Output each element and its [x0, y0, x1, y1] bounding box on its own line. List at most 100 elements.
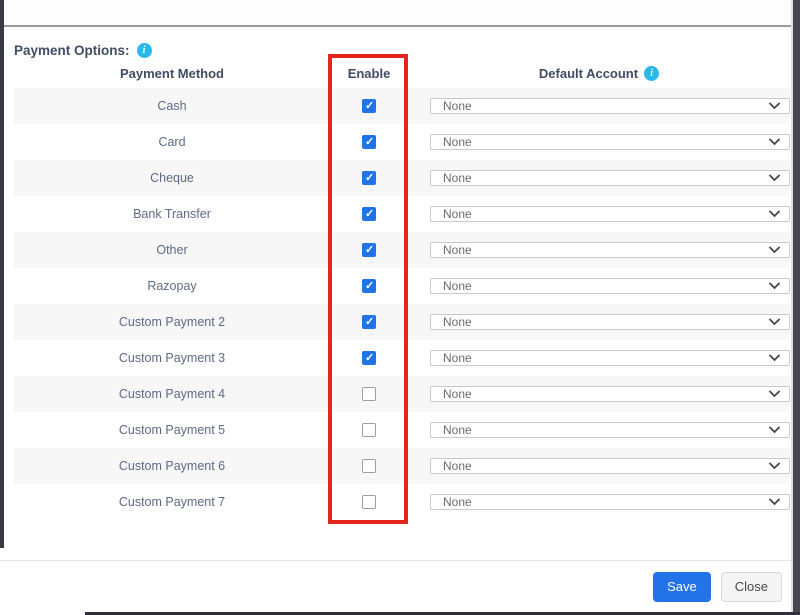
- enable-checkbox[interactable]: [362, 459, 376, 473]
- table-row: Razopay None: [14, 268, 790, 304]
- default-account-select[interactable]: None: [430, 98, 790, 114]
- table-row: Bank Transfer None: [14, 196, 790, 232]
- info-icon[interactable]: i: [644, 66, 660, 81]
- default-account-cell: None: [408, 241, 790, 259]
- default-account-cell: None: [408, 493, 790, 511]
- payment-method-label: Bank Transfer: [133, 207, 211, 221]
- page-title: Payment Options:: [14, 42, 130, 58]
- table-row: Custom Payment 7 None: [14, 484, 790, 520]
- enable-checkbox[interactable]: [362, 315, 376, 329]
- default-account-select[interactable]: None: [430, 422, 790, 438]
- table-row: Custom Payment 4 None: [14, 376, 790, 412]
- enable-checkbox[interactable]: [362, 495, 376, 509]
- default-account-select[interactable]: None: [430, 386, 790, 402]
- default-account-select[interactable]: None: [430, 494, 790, 510]
- default-account-select-wrap: None: [430, 205, 790, 222]
- enable-checkbox[interactable]: [362, 279, 376, 293]
- table-row: Cash None: [14, 88, 790, 124]
- default-account-select-wrap: None: [430, 313, 790, 330]
- default-account-select[interactable]: None: [430, 314, 790, 330]
- default-account-select-wrap: None: [430, 385, 790, 402]
- top-divider: [0, 25, 800, 27]
- backdrop-edge-left: [0, 0, 4, 548]
- table-row: Custom Payment 6 None: [14, 448, 790, 484]
- enable-cell: [330, 495, 408, 509]
- payment-method-label: Razopay: [147, 279, 197, 293]
- enable-cell: [330, 207, 408, 221]
- default-account-select-wrap: None: [430, 457, 790, 474]
- enable-cell: [330, 99, 408, 113]
- table-row: Card None: [14, 124, 790, 160]
- payment-method-label: Custom Payment 2: [118, 315, 226, 329]
- default-account-select-wrap: None: [430, 277, 790, 294]
- payment-method-label: Custom Payment 4: [118, 387, 226, 401]
- default-account-cell: None: [408, 457, 790, 475]
- payment-method-label: Custom Payment 5: [118, 423, 226, 437]
- payment-method-label: Cheque: [150, 171, 194, 185]
- default-account-select-wrap: None: [430, 97, 790, 114]
- enable-cell: [330, 387, 408, 401]
- default-account-select[interactable]: None: [430, 170, 790, 186]
- save-button[interactable]: Save: [653, 572, 711, 602]
- table-row: Cheque None: [14, 160, 790, 196]
- default-account-select-wrap: None: [430, 133, 790, 150]
- enable-checkbox[interactable]: [362, 99, 376, 113]
- default-account-cell: None: [408, 205, 790, 223]
- default-account-select-wrap: None: [430, 241, 790, 258]
- modal-right-border: [791, 0, 793, 612]
- default-account-select[interactable]: None: [430, 134, 790, 150]
- enable-cell: [330, 459, 408, 473]
- default-account-select[interactable]: None: [430, 242, 790, 258]
- default-account-cell: None: [408, 133, 790, 151]
- default-account-select[interactable]: None: [430, 206, 790, 222]
- default-account-cell: None: [408, 97, 790, 115]
- table-row: Other None: [14, 232, 790, 268]
- enable-cell: [330, 279, 408, 293]
- enable-checkbox[interactable]: [362, 243, 376, 257]
- payment-method-label: Cash: [157, 99, 187, 113]
- enable-cell: [330, 423, 408, 437]
- table-header-row: Payment Method Enable Default Account i: [14, 59, 790, 88]
- modal-footer: Save Close: [0, 560, 800, 612]
- enable-checkbox[interactable]: [362, 207, 376, 221]
- default-account-select[interactable]: None: [430, 458, 790, 474]
- column-header-enable: Enable: [347, 66, 391, 81]
- default-account-cell: None: [408, 277, 790, 295]
- table-row: Custom Payment 5 None: [14, 412, 790, 448]
- enable-cell: [330, 243, 408, 257]
- default-account-select-wrap: None: [430, 421, 790, 438]
- default-account-select[interactable]: None: [430, 350, 790, 366]
- info-icon[interactable]: i: [136, 42, 152, 58]
- table-body: Cash None Card None Cheque: [14, 88, 790, 520]
- payment-method-label: Custom Payment 3: [118, 351, 226, 365]
- backdrop-edge-bottom: [85, 612, 800, 615]
- payment-table: Payment Method Enable Default Account i …: [14, 59, 790, 520]
- table-row: Custom Payment 3 None: [14, 340, 790, 376]
- enable-checkbox[interactable]: [362, 387, 376, 401]
- enable-cell: [330, 315, 408, 329]
- modal-header-strip: [0, 0, 800, 25]
- default-account-cell: None: [408, 169, 790, 187]
- payment-method-label: Custom Payment 6: [118, 459, 226, 473]
- enable-cell: [330, 351, 408, 365]
- section-title-row: Payment Options: i: [14, 41, 800, 59]
- close-button[interactable]: Close: [720, 572, 782, 602]
- payment-method-label: Other: [156, 243, 188, 257]
- default-account-select[interactable]: None: [430, 278, 790, 294]
- default-account-cell: None: [408, 313, 790, 331]
- payment-method-label: Card: [158, 135, 186, 149]
- table-row: Custom Payment 2 None: [14, 304, 790, 340]
- default-account-cell: None: [408, 349, 790, 367]
- default-account-cell: None: [408, 385, 790, 403]
- default-account-select-wrap: None: [430, 493, 790, 510]
- enable-checkbox[interactable]: [362, 423, 376, 437]
- payment-method-label: Custom Payment 7: [118, 495, 226, 509]
- default-account-cell: None: [408, 421, 790, 439]
- column-header-default-account: Default Account i: [408, 66, 790, 81]
- enable-cell: [330, 171, 408, 185]
- enable-cell: [330, 135, 408, 149]
- enable-checkbox[interactable]: [362, 135, 376, 149]
- default-account-select-wrap: None: [430, 169, 790, 186]
- enable-checkbox[interactable]: [362, 351, 376, 365]
- enable-checkbox[interactable]: [362, 171, 376, 185]
